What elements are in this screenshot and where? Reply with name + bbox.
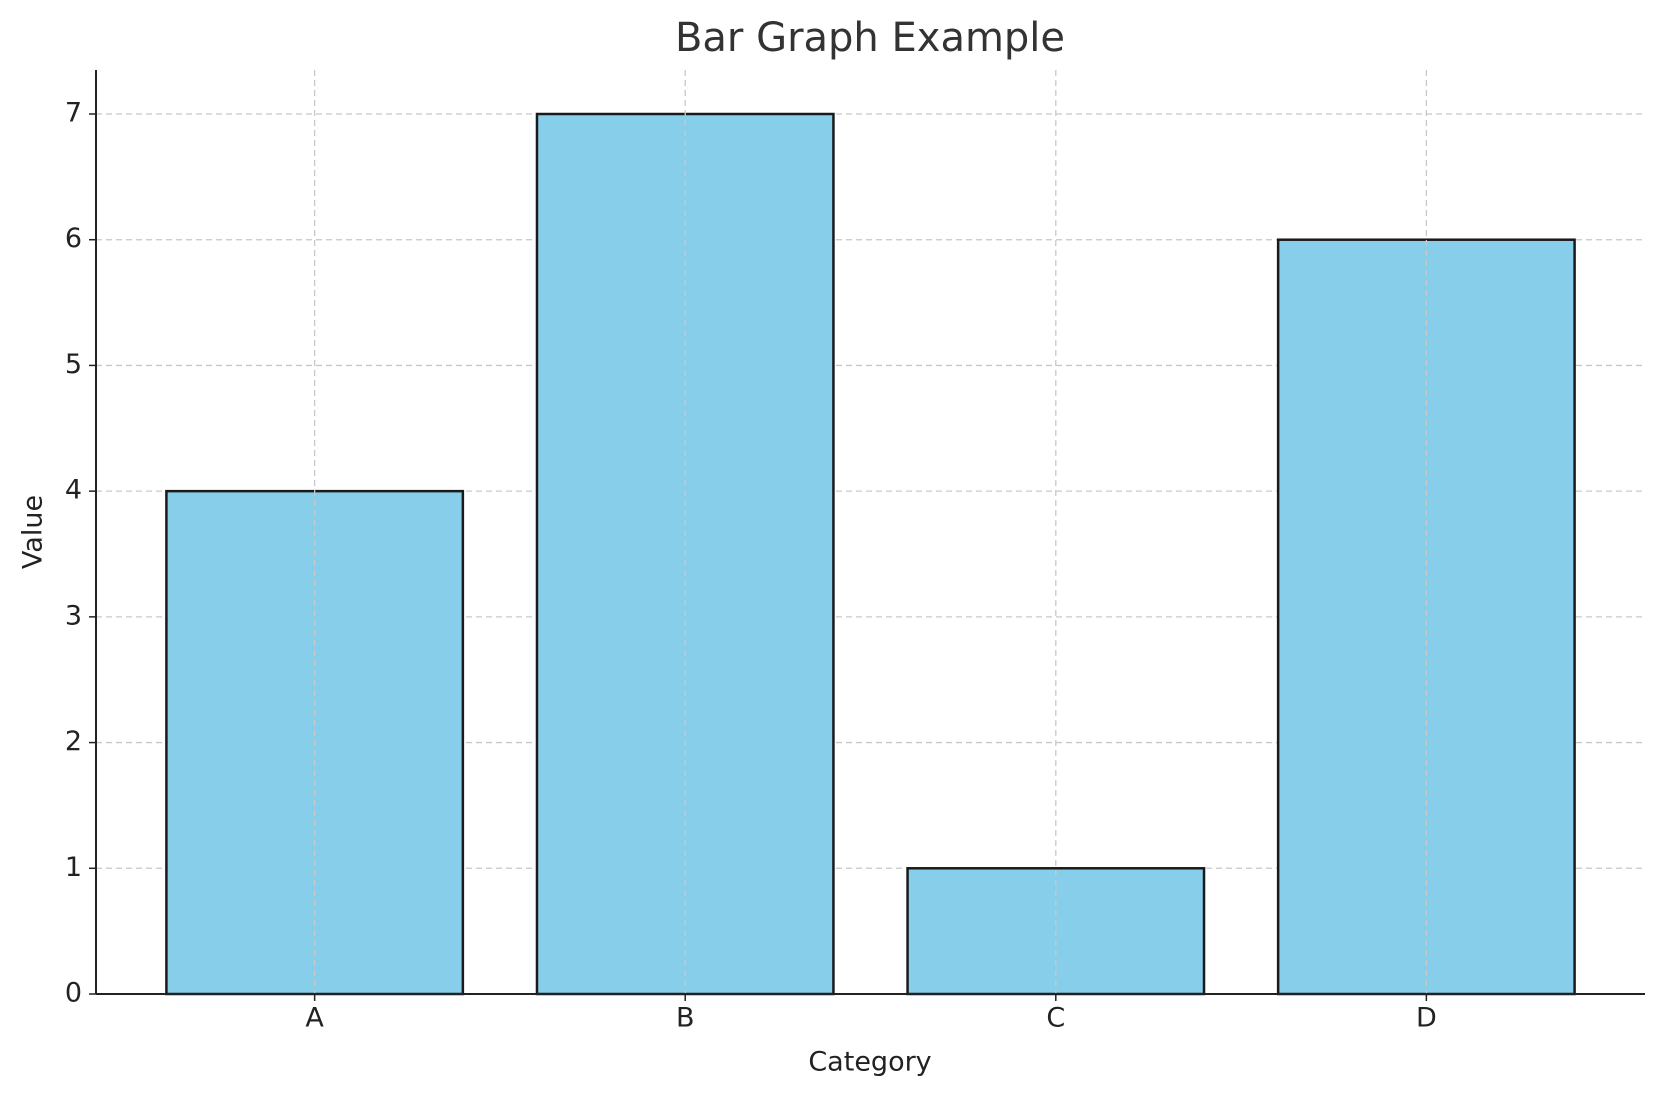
y-tick-label: 1 [65, 852, 82, 883]
y-tick-label: 2 [65, 726, 82, 757]
y-axis-label: Value [18, 495, 49, 569]
y-tick-label: 6 [65, 223, 82, 254]
y-tick-label: 7 [65, 98, 82, 129]
y-tick-label: 4 [65, 475, 82, 506]
chart-title: Bar Graph Example [675, 15, 1065, 61]
x-axis-label: Category [808, 1047, 931, 1078]
y-tick-label: 0 [65, 978, 82, 1009]
x-tick-label: D [1416, 1003, 1437, 1034]
y-tick-label: 5 [65, 349, 82, 380]
x-tick-label: C [1046, 1003, 1065, 1034]
x-tick-label: B [676, 1003, 695, 1034]
y-tick-label: 3 [65, 600, 82, 631]
x-tick-label: A [305, 1003, 324, 1034]
